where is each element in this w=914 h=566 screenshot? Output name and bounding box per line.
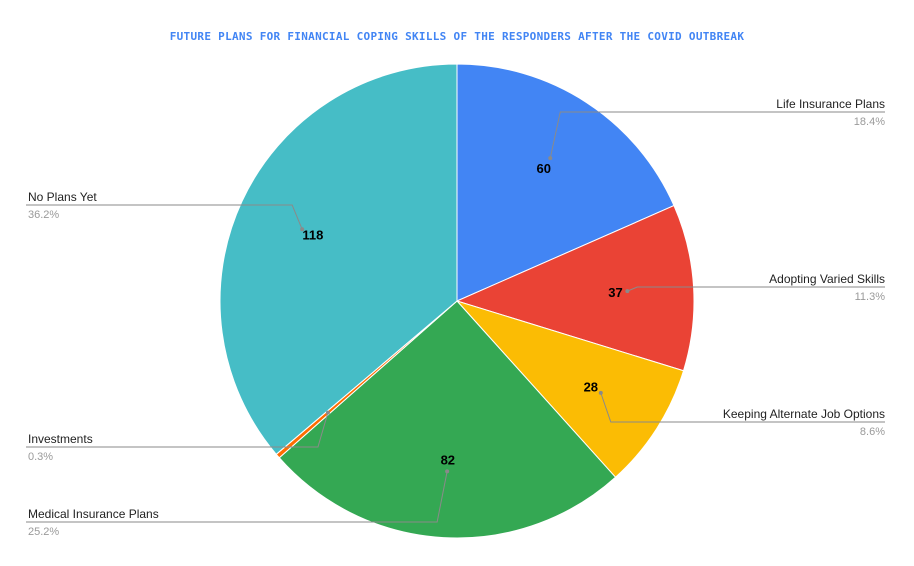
- pie-slice-keeping-alternate-job-options: [455, 299, 685, 478]
- leader-dot-adopting-varied-skills: [625, 289, 630, 294]
- slice-value-medical-insurance-plans: 82: [441, 453, 455, 468]
- slice-percent-investments: 0.3%: [28, 451, 53, 463]
- slice-label-keeping-alternate-job-options: Keeping Alternate Job Options: [723, 407, 885, 421]
- slice-label-adopting-varied-skills: Adopting Varied Skills: [769, 272, 885, 286]
- slice-label-no-plans-yet: No Plans Yet: [28, 190, 97, 204]
- leader-line-adopting-varied-skills: [627, 286, 885, 292]
- leader-dot-investments: [325, 410, 330, 415]
- leader-line-no-plans-yet: [26, 204, 303, 230]
- slice-value-keeping-alternate-job-options: 28: [584, 379, 598, 394]
- pie-slice-no-plans-yet: [219, 63, 458, 456]
- leader-dot-no-plans-yet: [300, 227, 305, 232]
- slice-label-medical-insurance-plans: Medical Insurance Plans: [28, 507, 159, 521]
- slice-callouts: Life Insurance Plans 18.4% Adopting Varied…: [26, 97, 885, 538]
- leader-line-investments: [26, 412, 329, 448]
- slice-value-life-insurance-plans: 60: [537, 161, 551, 176]
- slice-percent-life-insurance-plans: 18.4%: [854, 116, 885, 128]
- slice-percent-medical-insurance-plans: 25.2%: [28, 526, 59, 538]
- slice-value-labels: 60 37 28 82 118: [302, 161, 622, 468]
- leader-dot-life-insurance-plans: [548, 156, 553, 161]
- pie-slice-medical-insurance-plans: [278, 300, 617, 539]
- slice-percent-keeping-alternate-job-options: 8.6%: [860, 426, 885, 438]
- slice-label-life-insurance-plans: Life Insurance Plans: [776, 97, 885, 111]
- chart-title: FUTURE PLANS FOR FINANCIAL COPING SKILLS…: [170, 30, 745, 43]
- leader-line-medical-insurance-plans: [26, 471, 448, 523]
- pie-slices: [219, 63, 695, 539]
- slice-value-no-plans-yet: 118: [302, 227, 323, 242]
- leader-line-life-insurance-plans: [549, 111, 885, 159]
- leader-dot-medical-insurance-plans: [445, 469, 450, 474]
- slice-value-adopting-varied-skills: 37: [608, 285, 622, 300]
- slice-percent-adopting-varied-skills: 11.3%: [855, 291, 886, 303]
- slice-label-investments: Investments: [28, 432, 93, 446]
- slice-percent-no-plans-yet: 36.2%: [28, 209, 59, 221]
- leader-line-keeping-alternate-job-options: [600, 392, 885, 423]
- leader-dot-keeping-alternate-job-options: [598, 390, 603, 395]
- pie-slice-life-insurance-plans: [456, 63, 675, 302]
